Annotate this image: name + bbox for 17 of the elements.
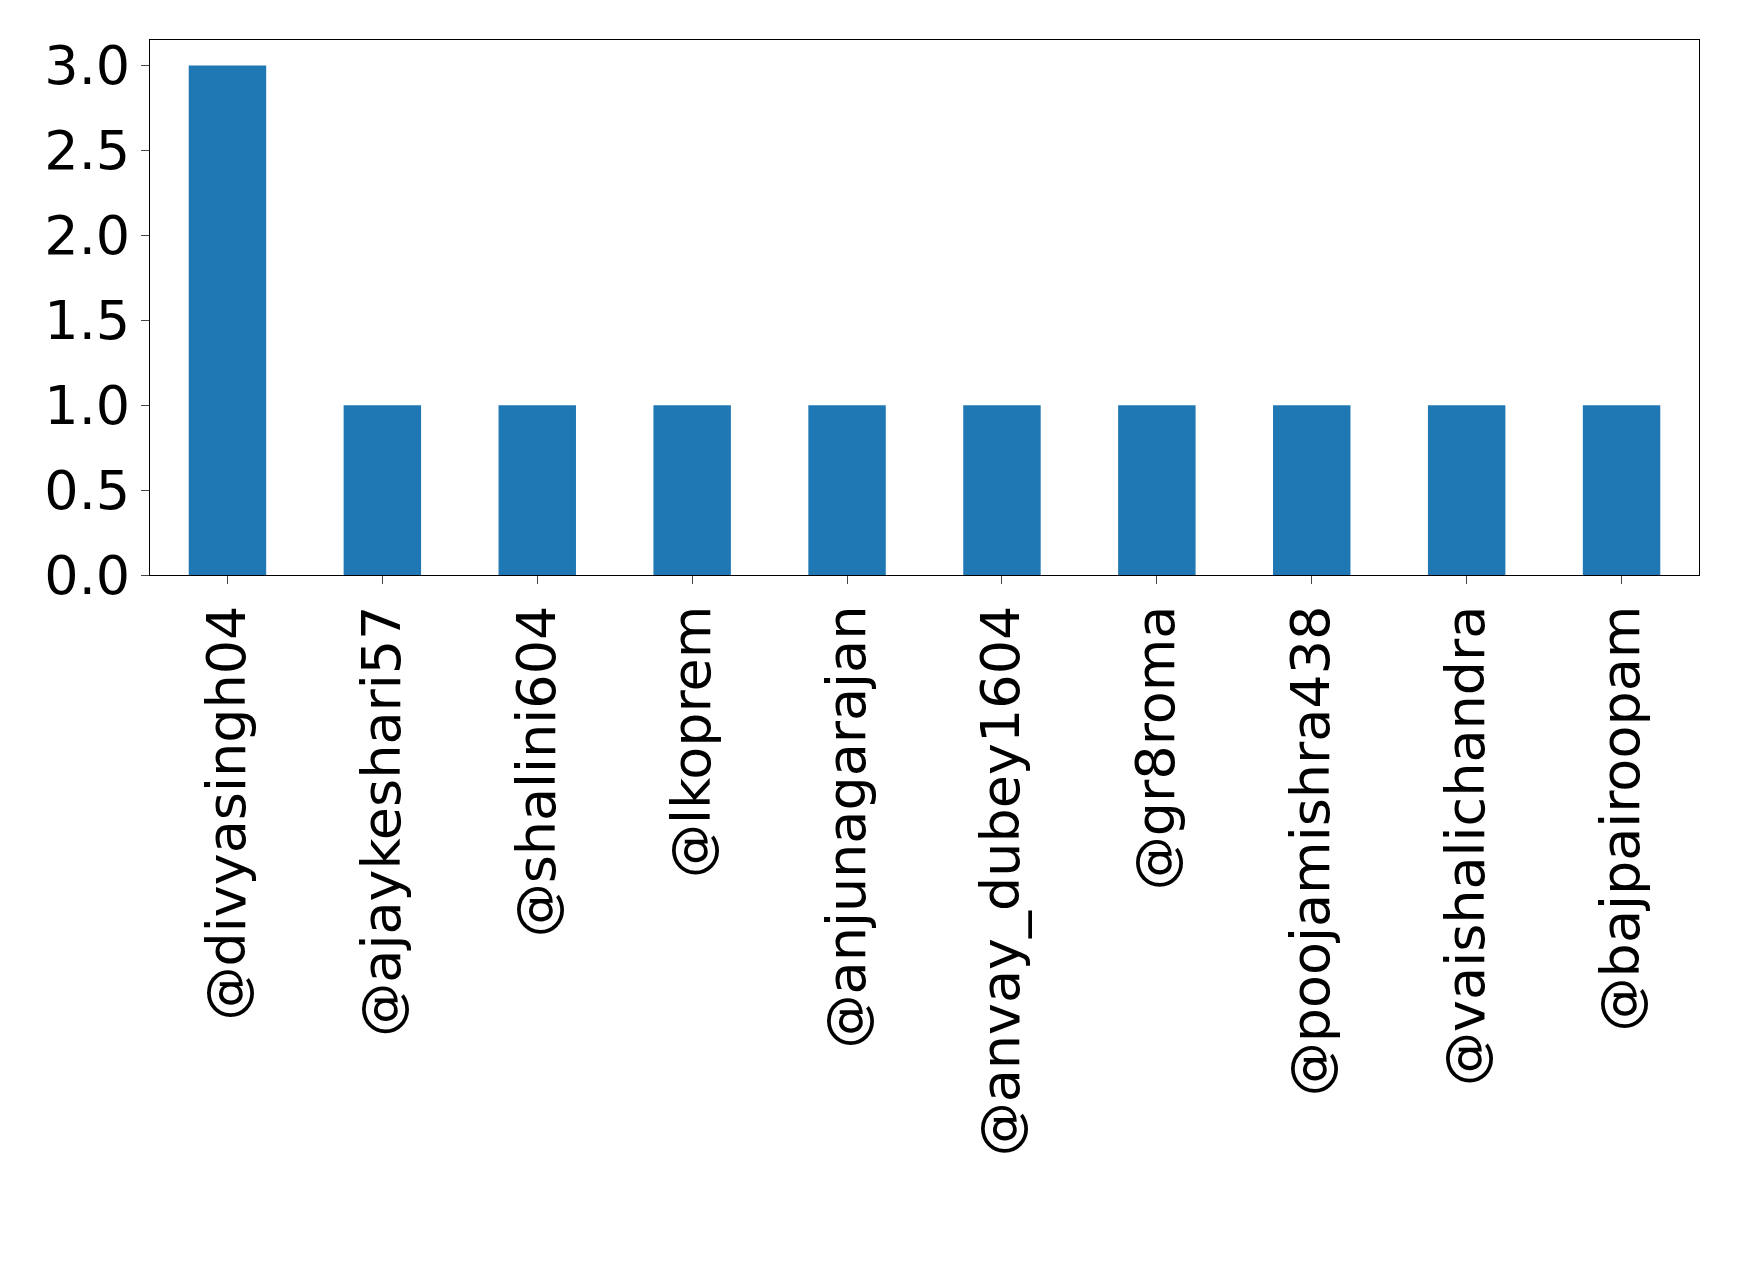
y-tick-label: 0.0 — [44, 543, 131, 607]
x-tick-label: @poojamishra438 — [1279, 605, 1343, 1097]
x-tick-label: @anvay_dubey1604 — [969, 605, 1033, 1157]
x-tick-label: @lkoprem — [659, 605, 723, 879]
x-tick-label: @divyasingh04 — [195, 605, 258, 1021]
x-tick-label: @gr8roma — [1124, 605, 1188, 891]
y-tick-label: 3.0 — [44, 34, 131, 98]
x-tick-label: @bajpairoopam — [1589, 605, 1653, 1032]
y-tick-label: 1.5 — [44, 289, 131, 353]
x-tick-label: @vaishalichandra — [1434, 605, 1498, 1086]
x-tick-label: @ajaykeshari57 — [349, 605, 413, 1037]
x-tick-label: @anjunagarajan — [814, 605, 878, 1049]
x-tick-label: @shalini604 — [504, 605, 568, 938]
y-tick-label: 2.5 — [44, 119, 131, 183]
y-tick-label: 0.5 — [44, 458, 131, 522]
y-tick-label: 1.0 — [44, 374, 131, 438]
y-tick-label: 2.0 — [44, 204, 131, 268]
